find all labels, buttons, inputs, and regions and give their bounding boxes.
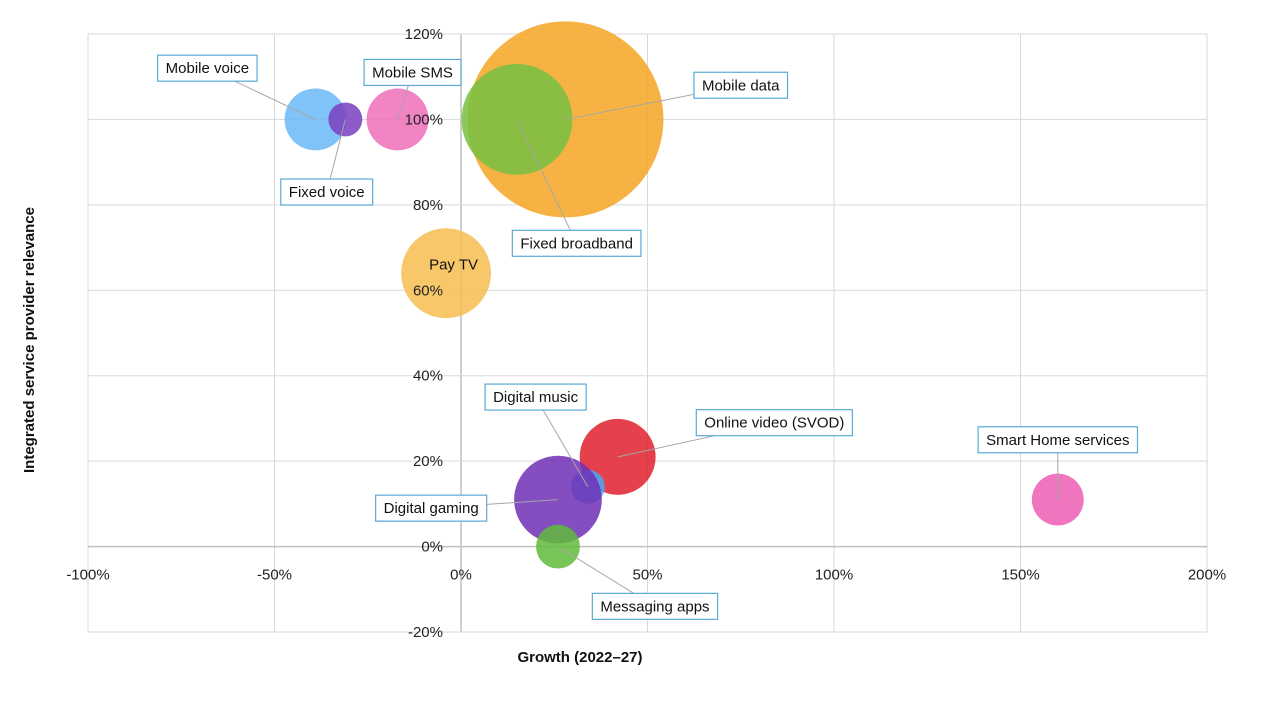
tick-layer: -100% -50% 0% 50% 100% 150% 200% -20% 0% 20% 40% 60… (66, 26, 1226, 641)
x-tick-label: -50% (257, 567, 292, 584)
callout-digital-music: Digital music (484, 383, 589, 488)
bubble-label: Pay TV (429, 257, 478, 274)
label-box (695, 409, 853, 437)
label-box (375, 494, 488, 522)
callout-mobile-data: Mobile data (565, 71, 789, 120)
bubble-label: Mobile voice (166, 60, 249, 77)
y-tick-label: 120% (405, 26, 443, 43)
bubble-label: Online video (SVOD) (704, 415, 844, 432)
callout-digital-gaming: Digital gaming (375, 494, 559, 522)
y-tick-label: -20% (408, 624, 443, 641)
y-tick-label: 100% (405, 111, 443, 128)
leader-line (535, 396, 589, 488)
label-box (157, 54, 258, 82)
label-box (591, 592, 719, 620)
x-tick-label: 0% (450, 567, 472, 584)
y-tick-label: 60% (413, 282, 443, 299)
callout-layer: Mobile data Fixed broadband Mobile voice Mo… (157, 54, 1139, 620)
y-tick-label: 80% (413, 197, 443, 214)
y-tick-label: 0% (421, 539, 443, 556)
label-box (484, 383, 587, 411)
bubble-label: Smart Home services (986, 432, 1129, 449)
bubble-layer (284, 21, 1084, 569)
label-box (977, 426, 1139, 454)
x-tick-label: 100% (815, 567, 853, 584)
label-box (280, 178, 374, 206)
callout-pay-tv: Pay TV (429, 257, 478, 274)
bubble-label: Messaging apps (600, 598, 709, 615)
bubble-label: Digital music (493, 389, 579, 406)
bubble-label: Fixed broadband (520, 235, 633, 252)
callout-fixed-voice: Fixed voice (280, 119, 374, 206)
callout-mobile-voice: Mobile voice (157, 54, 316, 120)
bubble-pay-tv (401, 228, 491, 319)
label-box (511, 229, 642, 257)
x-tick-label: -100% (66, 567, 109, 584)
label-box (363, 58, 462, 87)
bubble-label: Digital gaming (384, 500, 479, 517)
x-axis-title: Growth (2022–27) (517, 649, 642, 666)
x-tick-label: 50% (632, 567, 662, 584)
callout-mobile-sms: Mobile SMS (363, 58, 462, 120)
x-tick-label: 200% (1188, 567, 1226, 584)
y-axis-title: Integrated service provider relevance (21, 207, 38, 473)
y-tick-label: 20% (413, 453, 443, 470)
bubble-label: Mobile SMS (372, 64, 453, 81)
bubble-label: Fixed voice (289, 184, 365, 201)
x-tick-label: 150% (1001, 567, 1039, 584)
label-box (693, 71, 789, 99)
leader-line (516, 119, 578, 244)
callout-fixed-broadband: Fixed broadband (511, 119, 642, 257)
y-tick-label: 40% (413, 368, 443, 385)
bubble-label: Mobile data (702, 77, 780, 94)
callout-smart-home-services: Smart Home services (977, 426, 1139, 500)
callout-messaging-apps: Messaging apps (557, 546, 719, 620)
callout-online-video-svod: Online video (SVOD) (617, 409, 853, 458)
